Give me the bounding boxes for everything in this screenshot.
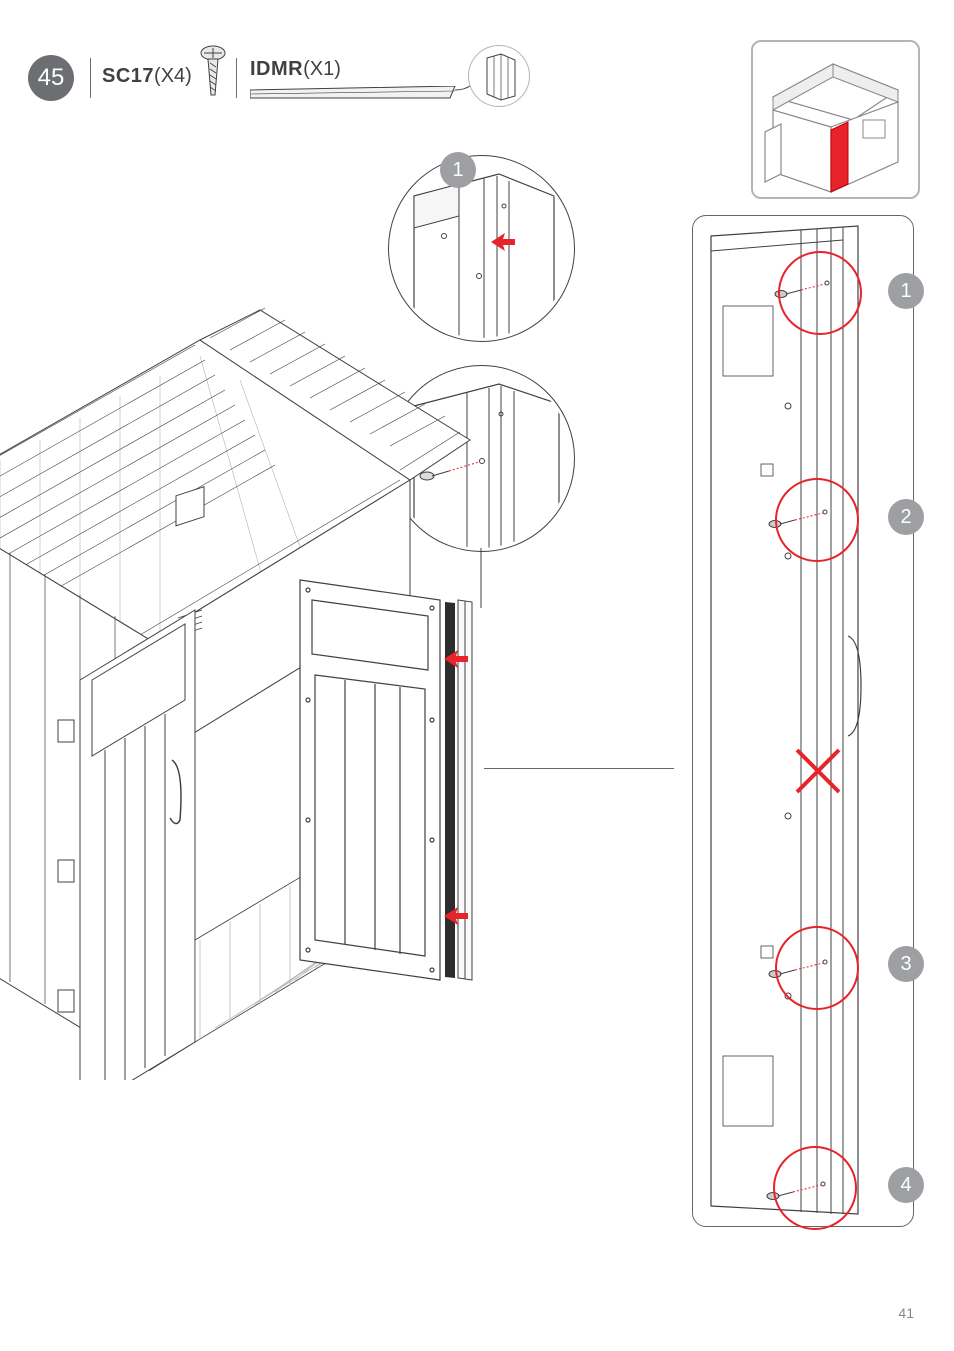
side-num-2: 2 [900,506,911,529]
red-x-icon [793,746,843,796]
part-sc17-label: SC17(X4) [102,65,192,88]
part-sc17-code: SC17 [102,65,154,87]
screw-point-1-circle [778,251,862,335]
detail-1-badge: 1 [440,152,476,188]
part-sc17-qty: (X4) [154,65,192,87]
side-badge-1: 1 [888,273,924,309]
main-shed-illustration [0,300,580,1080]
side-badge-2: 2 [888,499,924,535]
assembly-preview-panel [751,40,920,199]
side-panel-svg [693,216,913,1226]
idmr-cross-section-svg [469,46,529,106]
separator-1 [90,58,91,98]
idmr-cross-section-detail [468,45,530,107]
mini-shed-svg [753,42,918,197]
screw-point-2-circle [775,478,859,562]
step-number: 45 [38,64,65,92]
separator-2 [236,58,237,98]
red-arrow-icon [442,905,468,927]
page-number: 41 [898,1305,914,1321]
idmr-bar-icon [250,86,460,102]
side-num-1: 1 [900,280,911,303]
side-badge-4: 4 [888,1167,924,1203]
part-idmr-qty: (X1) [303,58,341,80]
side-num-3: 3 [900,953,911,976]
screw-icon [198,45,228,100]
screw-point-3-circle [775,926,859,1010]
part-idmr-label: IDMR(X1) [250,58,341,81]
screw-point-4-circle [773,1146,857,1230]
detail-1-num: 1 [452,159,463,182]
leader-main-to-side [484,768,674,769]
red-arrow-icon [489,231,515,253]
side-num-4: 4 [900,1174,911,1197]
part-idmr-code: IDMR [250,58,303,80]
side-badge-3: 3 [888,946,924,982]
side-detail-panel [692,215,914,1227]
red-arrow-icon [442,648,468,670]
step-number-badge: 45 [28,55,74,101]
